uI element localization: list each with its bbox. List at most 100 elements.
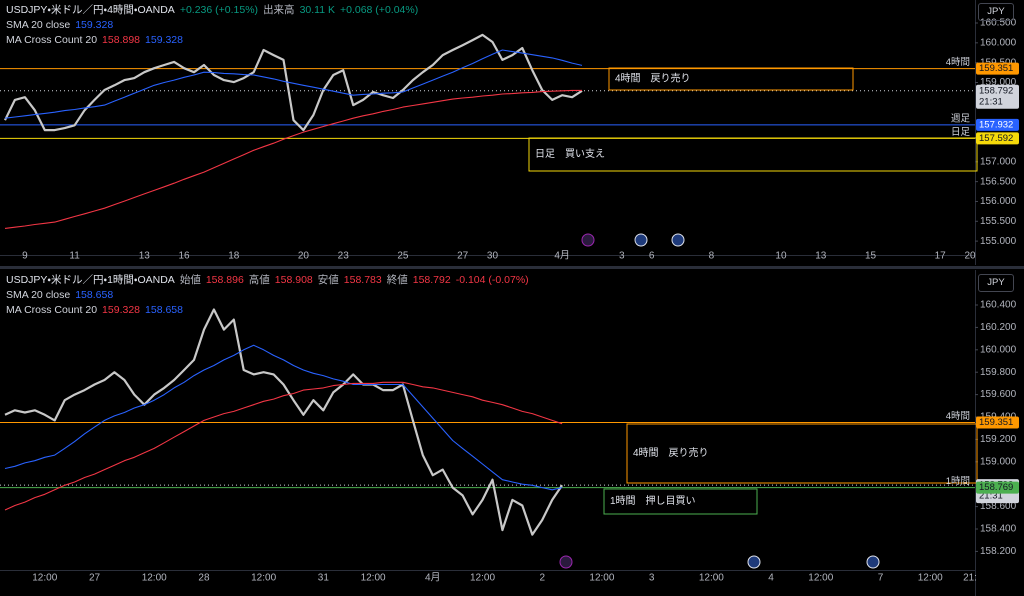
y-tick-label: 159.800	[980, 367, 1017, 378]
price-label-time: 21:31	[979, 96, 1003, 107]
price-label: 157.932	[979, 119, 1013, 130]
indicator-line	[4, 381, 563, 511]
x-tick-label: 12:00	[32, 573, 57, 584]
price-label-box	[976, 84, 1019, 109]
y-tick-label: 160.000	[980, 344, 1017, 355]
x-tick-label: 12:00	[361, 573, 386, 584]
indicator-value: 159.328	[102, 304, 141, 316]
x-tick-label: 16	[178, 251, 190, 262]
level-label: 4時間	[946, 57, 970, 68]
x-tick-label: 2	[539, 573, 545, 584]
x-tick-label: 3	[649, 573, 655, 584]
y-tick-label: 159.200	[980, 434, 1017, 445]
x-tick-label: 13	[139, 251, 151, 262]
y-tick-label: 159.000	[980, 456, 1017, 467]
indicator-legend: MA Cross Count 20 159.328 158.658	[6, 303, 534, 318]
x-tick-label: 21:	[963, 573, 977, 584]
indicator-name: SMA 20 close	[6, 19, 71, 31]
x-tick-label: 20	[964, 251, 976, 262]
header-item: 158.908	[274, 274, 313, 286]
header-row: USDJPY・米ドル／円・1時間・OANDA 始値 158.896 高値 158.908…	[6, 273, 534, 288]
header-item: +0.236 (+0.15%)	[179, 4, 259, 16]
header-item: 158.896	[205, 274, 244, 286]
event-icon	[747, 555, 761, 569]
level-label: 日足	[951, 127, 971, 138]
currency-button[interactable]: JPY	[978, 274, 1014, 292]
header-item: 高値	[248, 274, 270, 286]
price-label-time: 21:31	[979, 491, 1003, 502]
x-tick-label: 13	[815, 251, 827, 262]
level-label: 週足	[951, 112, 971, 124]
header-row: USDJPY・米ドル／円・4時間・OANDA +0.236 (+0.15%) 出来高…	[6, 3, 423, 18]
header-item: 出来高	[263, 4, 295, 16]
header-item: +0.068 (+0.04%)	[339, 4, 419, 16]
event-icon	[866, 555, 880, 569]
header-item: 終値	[386, 274, 408, 286]
event-icon	[634, 233, 648, 247]
annotation-text: 1時間 押し目買い	[610, 494, 696, 507]
x-tick-label: 20	[298, 251, 310, 262]
chart-header: USDJPY・米ドル／円・4時間・OANDA +0.236 (+0.15%) 出来高…	[6, 3, 423, 48]
x-tick-label: 7	[878, 573, 884, 584]
chart-header: USDJPY・米ドル／円・1時間・OANDA 始値 158.896 高値 158.908…	[6, 273, 534, 318]
annotation-box	[608, 67, 854, 91]
x-tick-label: 15	[865, 251, 877, 262]
y-tick-label: 158.200	[980, 546, 1017, 557]
indicator-name: MA Cross Count 20	[6, 304, 98, 316]
x-tick-label: 12:00	[918, 573, 943, 584]
price-line	[4, 33, 583, 132]
level-label: 4時間	[946, 411, 970, 422]
x-tick-label: 12:00	[251, 573, 276, 584]
y-tick-label: 160.500	[980, 18, 1017, 29]
level-label: 1時間	[946, 476, 970, 487]
x-tick-label: 9	[22, 251, 28, 262]
header-item: 始値	[179, 274, 201, 286]
y-tick-label: 160.000	[980, 37, 1017, 48]
indicator-value: 159.328	[75, 19, 114, 31]
indicator-name: SMA 20 close	[6, 289, 71, 301]
y-tick-label: 160.400	[980, 300, 1017, 311]
x-tick-label: 12:00	[470, 573, 495, 584]
x-tick-label: 3	[619, 251, 625, 262]
x-tick-label: 17	[935, 251, 947, 262]
x-tick-label: 12:00	[589, 573, 614, 584]
header-item: -0.104 (-0.07%)	[455, 274, 529, 286]
y-tick-label: 155.000	[980, 236, 1017, 247]
y-tick-label: 157.000	[980, 156, 1017, 167]
event-icon	[671, 233, 685, 247]
price-label-box	[976, 62, 1019, 75]
x-tick-label: 4	[768, 573, 774, 584]
event-icon	[559, 555, 573, 569]
currency-button[interactable]: JPY	[978, 3, 1014, 21]
price-label-box	[976, 132, 1019, 145]
indicator-line	[4, 344, 563, 491]
indicator-name: MA Cross Count 20	[6, 34, 98, 46]
annotation-box	[528, 137, 978, 172]
price-label-box	[976, 481, 1019, 494]
y-tick-label: 159.600	[980, 389, 1017, 400]
indicator-legend: MA Cross Count 20 158.898 159.328	[6, 33, 423, 48]
annotation-text: 4時間 戻り売り	[615, 72, 691, 85]
x-tick-label: 25	[397, 251, 409, 262]
x-tick-label: 6	[649, 251, 655, 262]
x-tick-label: 8	[709, 251, 715, 262]
x-tick-label: 4月	[554, 250, 570, 262]
y-tick-label: 156.000	[980, 196, 1017, 207]
y-tick-label: 159.000	[980, 77, 1017, 88]
annotation-text: 4時間 戻り売り	[633, 446, 709, 459]
indicator-legend: SMA 20 close 158.658	[6, 288, 534, 303]
y-tick-label: 158.400	[980, 524, 1017, 535]
indicator-value: 158.898	[102, 34, 141, 46]
price-label: 159.351	[979, 63, 1013, 74]
price-label: 158.769	[979, 482, 1013, 493]
y-tick-label: 160.200	[980, 322, 1017, 333]
header-item: 158.792	[412, 274, 451, 286]
annotation-box	[626, 423, 978, 484]
x-tick-label: 10	[775, 251, 787, 262]
symbol-title: USDJPY・米ドル／円・1時間・OANDA	[6, 274, 175, 286]
header-item: 30.11 K	[299, 4, 335, 16]
x-tick-label: 12:00	[808, 573, 833, 584]
y-tick-label: 155.500	[980, 216, 1017, 227]
price-line	[4, 308, 564, 536]
price-label: 157.592	[979, 133, 1013, 144]
